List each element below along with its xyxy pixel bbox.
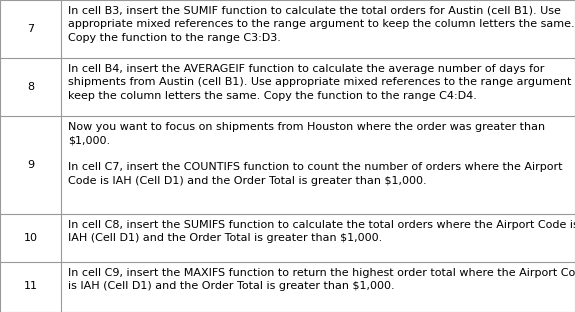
Bar bbox=[0, 58, 575, 116]
Text: In cell B3, insert the SUMIF function to calculate the total orders for Austin (: In cell B3, insert the SUMIF function to… bbox=[68, 6, 574, 43]
Bar bbox=[0, 0, 575, 58]
Text: In cell C9, insert the MAXIFS function to return the highest order total where t: In cell C9, insert the MAXIFS function t… bbox=[68, 268, 575, 291]
Bar bbox=[0, 214, 575, 262]
Text: Now you want to focus on shipments from Houston where the order was greater than: Now you want to focus on shipments from … bbox=[68, 122, 562, 186]
Text: In cell B4, insert the AVERAGEIF function to calculate the average number of day: In cell B4, insert the AVERAGEIF functio… bbox=[68, 64, 575, 101]
Text: 9: 9 bbox=[27, 160, 34, 170]
Text: In cell C8, insert the SUMIFS function to calculate the total orders where the A: In cell C8, insert the SUMIFS function t… bbox=[68, 220, 575, 243]
Text: 8: 8 bbox=[27, 82, 34, 92]
Text: 10: 10 bbox=[24, 233, 37, 243]
Bar bbox=[0, 116, 575, 214]
Text: 7: 7 bbox=[27, 24, 34, 34]
Bar bbox=[0, 262, 575, 310]
Text: 11: 11 bbox=[24, 281, 37, 291]
